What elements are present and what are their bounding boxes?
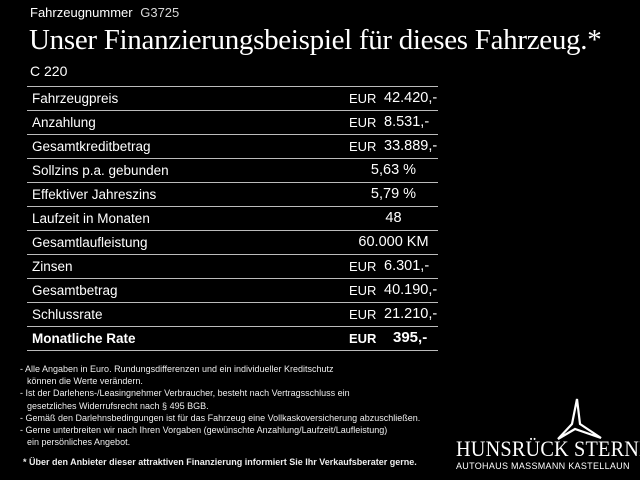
note-line: - Gemäß den Darlehnsbedingungen ist für … <box>20 412 421 423</box>
page-title: Unser Finanzierungsbeispiel für dieses F… <box>29 24 602 56</box>
row-label: Zinsen <box>32 259 73 274</box>
brand-subtitle: AUTOHAUS MASSMANN KASTELLAUN <box>456 461 630 471</box>
vehicle-number-label: Fahrzeugnummer <box>30 5 133 20</box>
note-line: - Alle Angaben in Euro. Rundungsdifferen… <box>20 364 334 374</box>
row-value: 60.000 KM <box>358 234 429 250</box>
note-line: können die Werte verändern. <box>27 376 143 387</box>
table-row: Anzahlung EUR 8.531,- <box>27 111 438 135</box>
note-line: ein persönliches Angebot. <box>27 437 131 448</box>
row-value: 33.889,- <box>384 138 438 154</box>
row-currency: EUR <box>349 331 377 346</box>
row-label: Monatliche Rate <box>32 331 136 346</box>
table-row: Schlussrate EUR 21.210,- <box>27 303 438 327</box>
row-value: 5,79 % <box>370 186 417 202</box>
row-value: 5,63 % <box>370 162 417 178</box>
financing-table: Fahrzeugpreis EUR 42.420,- Anzahlung EUR… <box>27 86 438 351</box>
table-row: Fahrzeugpreis EUR 42.420,- <box>27 87 438 111</box>
row-label: Schlussrate <box>32 307 103 322</box>
footnote: * Über den Anbieter dieser attraktiven F… <box>23 457 417 467</box>
row-currency: EUR <box>349 307 377 322</box>
disclaimer-notes: - Alle Angaben in Euro. Rundungsdifferen… <box>20 363 420 448</box>
row-currency: EUR <box>349 91 377 106</box>
row-label: Fahrzeugpreis <box>32 91 119 106</box>
row-currency: EUR <box>349 259 377 274</box>
table-row: Gesamtlaufleistung 60.000 KM <box>27 231 438 255</box>
table-row: Zinsen EUR 6.301,- <box>27 255 438 279</box>
row-currency: EUR <box>349 139 377 154</box>
note-line: gesetzliches Widerrufsrecht nach § 495 B… <box>27 400 209 411</box>
star-logo-icon <box>557 398 602 440</box>
table-row: Sollzins p.a. gebunden 5,63 % <box>27 159 438 183</box>
row-value: 21.210,- <box>384 306 438 322</box>
brand-name: HUNSRÜCK STERNE <box>456 436 640 461</box>
table-row: Effektiver Jahreszins 5,79 % <box>27 183 438 207</box>
note-line: - Ist der Darlehens-/Leasingnehmer Verbr… <box>20 388 350 399</box>
monthly-rate-row: Monatliche Rate EUR 395,- <box>27 327 438 351</box>
row-currency: EUR <box>349 283 377 298</box>
row-value: 48 <box>385 210 402 226</box>
table-row: Gesamtbetrag EUR 40.190,- <box>27 279 438 303</box>
row-value: 8.531,- <box>384 114 430 130</box>
note-line: - Gerne unterbreiten wir nach Ihren Vorg… <box>20 425 388 436</box>
row-label: Gesamtbetrag <box>32 283 118 298</box>
row-label: Laufzeit in Monaten <box>32 211 150 226</box>
row-label: Sollzins p.a. gebunden <box>32 163 169 178</box>
row-currency: EUR <box>349 115 377 130</box>
model-name: C 220 <box>30 63 68 79</box>
row-value: 42.420,- <box>384 90 438 106</box>
vehicle-number-value: G3725 <box>140 5 180 20</box>
table-row: Laufzeit in Monaten 48 <box>27 207 438 231</box>
table-row: Gesamtkreditbetrag EUR 33.889,- <box>27 135 438 159</box>
row-label: Effektiver Jahreszins <box>32 187 157 202</box>
row-label: Gesamtkreditbetrag <box>32 139 151 154</box>
row-label: Gesamtlaufleistung <box>32 235 148 250</box>
vehicle-number: Fahrzeugnummer G3725 <box>30 5 179 20</box>
monthly-rate-value: 395,- <box>393 329 428 346</box>
row-value: 40.190,- <box>384 282 438 298</box>
row-label: Anzahlung <box>32 115 96 130</box>
row-value: 6.301,- <box>384 258 430 274</box>
